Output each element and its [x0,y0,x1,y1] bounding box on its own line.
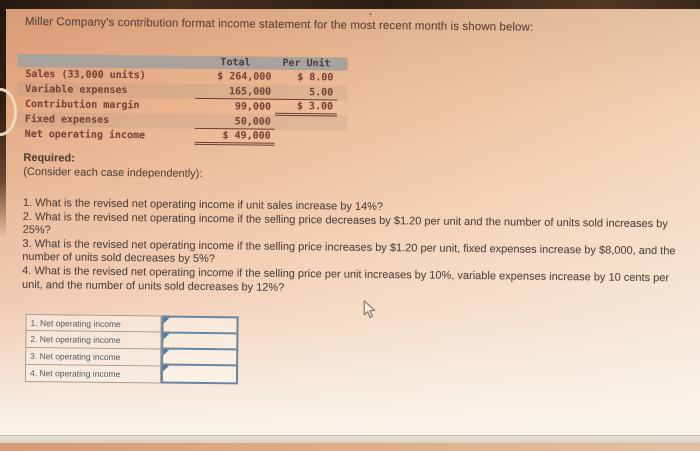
answer-label-3: 3. Net operating income [25,347,162,367]
answer-label-4: 4. Net operating income [24,364,162,384]
row-label: Fixed expenses [24,113,110,126]
header-per-unit: Per Unit [282,57,331,70]
photo-top-edge [0,0,700,9]
row-per-unit: $ 8.00 [297,72,334,84]
required-note: (Consider each case independently): [23,165,203,180]
row-per-unit: 5.00 [275,85,338,100]
page-title: Miller Company's contribution format inc… [24,15,534,34]
answer-marker-icon [163,333,170,340]
row-total: $ 264,000 [217,71,272,83]
header-label-spacer [18,60,196,62]
row-per-unit [275,116,337,130]
row-label: Contribution margin [24,98,140,112]
row-label: Sales (33,000 units) [25,68,146,82]
required-heading: Required: [23,151,75,165]
income-statement-table: Total Per Unit Sales (33,000 units) $ 26… [16,53,348,146]
answer-label-column: 1. Net operating income 2. Net operating… [24,313,162,384]
answer-input-3[interactable] [163,349,237,367]
dust-speck [369,13,372,15]
answer-input-4[interactable] [163,365,236,383]
answer-input-column [160,315,239,385]
question-list: 1. What is the revised net operating inc… [22,197,691,300]
row-total: 165,000 [195,84,276,100]
row-label: Variable expenses [25,83,128,97]
answer-marker-icon [163,317,170,324]
row-per-unit: $ 3.00 [274,99,338,116]
row-total: 99,000 [234,101,272,113]
answer-label-1: 1. Net operating income [25,313,162,333]
answer-input-1[interactable] [163,317,237,335]
row-total: $ 49,000 [194,128,275,146]
table-row-net-operating-income: Net operating income $ 49,000 [17,127,347,146]
photo-bottom-edge [0,435,700,443]
answer-label-2: 2. Net operating income [25,330,162,350]
answer-marker-icon [163,349,170,356]
answer-input-2[interactable] [163,333,237,351]
answer-marker-icon [163,365,170,372]
row-per-unit [275,131,337,145]
row-total: 50,000 [194,114,275,130]
row-label: Net operating income [24,128,146,142]
header-total: Total [220,57,251,69]
mouse-cursor-icon [363,300,377,325]
